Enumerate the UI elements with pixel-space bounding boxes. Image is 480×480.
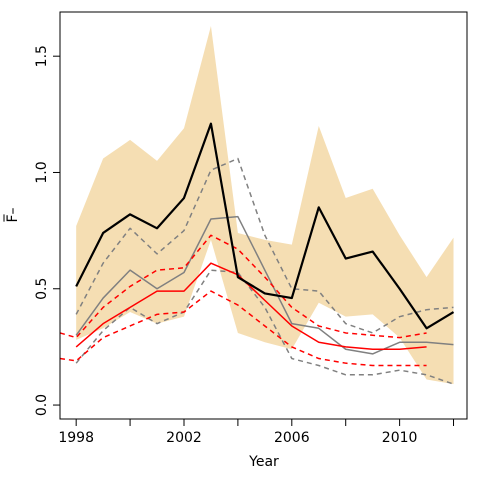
- x-axis: 1998 2002 2006 2010: [58, 419, 455, 446]
- series-line-1: [75, 215, 454, 355]
- series-line-5: [59, 234, 427, 339]
- confidence-band: [76, 25, 454, 385]
- x-tick-label: 2010: [382, 430, 418, 446]
- x-tick-label: 2006: [274, 430, 310, 446]
- y-axis: 0.0 0.5 1.0 1.5: [34, 45, 60, 416]
- series-line-2: [75, 157, 454, 334]
- series-line-6: [59, 290, 427, 367]
- x-axis-title: Year: [248, 454, 279, 470]
- plot-frame: [59, 11, 468, 420]
- x-tick-label: 1998: [58, 430, 94, 446]
- x-tick-label: 2002: [166, 430, 202, 446]
- plot-area: [59, 25, 455, 385]
- y-axis-title: F̅–: [3, 207, 21, 222]
- y-tick-label: 0.0: [34, 394, 50, 416]
- y-tick-label: 0.5: [34, 278, 50, 300]
- y-tick-label: 1.5: [34, 45, 50, 67]
- y-tick-label: 1.0: [34, 161, 50, 183]
- series-line-7: [75, 122, 455, 330]
- series-line-4: [75, 262, 427, 350]
